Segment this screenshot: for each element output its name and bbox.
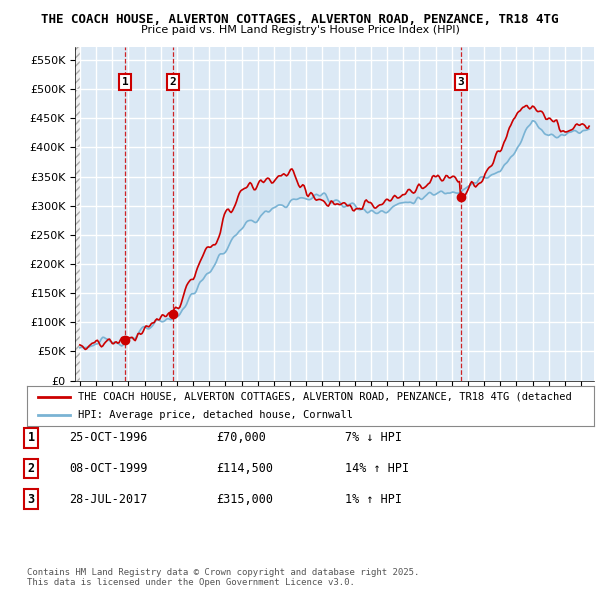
Text: £70,000: £70,000 bbox=[216, 431, 266, 444]
Text: 25-OCT-1996: 25-OCT-1996 bbox=[69, 431, 148, 444]
Text: 1% ↑ HPI: 1% ↑ HPI bbox=[345, 493, 402, 506]
Text: £114,500: £114,500 bbox=[216, 462, 273, 475]
Text: 7% ↓ HPI: 7% ↓ HPI bbox=[345, 431, 402, 444]
Text: THE COACH HOUSE, ALVERTON COTTAGES, ALVERTON ROAD, PENZANCE, TR18 4TG (detached: THE COACH HOUSE, ALVERTON COTTAGES, ALVE… bbox=[78, 392, 572, 402]
Text: 08-OCT-1999: 08-OCT-1999 bbox=[69, 462, 148, 475]
Text: £315,000: £315,000 bbox=[216, 493, 273, 506]
Text: 3: 3 bbox=[28, 493, 35, 506]
Text: 28-JUL-2017: 28-JUL-2017 bbox=[69, 493, 148, 506]
Text: 2: 2 bbox=[170, 77, 176, 87]
Text: 3: 3 bbox=[457, 77, 464, 87]
Text: 14% ↑ HPI: 14% ↑ HPI bbox=[345, 462, 409, 475]
Text: THE COACH HOUSE, ALVERTON COTTAGES, ALVERTON ROAD, PENZANCE, TR18 4TG: THE COACH HOUSE, ALVERTON COTTAGES, ALVE… bbox=[41, 13, 559, 26]
Text: Contains HM Land Registry data © Crown copyright and database right 2025.
This d: Contains HM Land Registry data © Crown c… bbox=[27, 568, 419, 587]
Text: 1: 1 bbox=[122, 77, 128, 87]
Bar bbox=[75, 47, 82, 381]
Text: 1: 1 bbox=[28, 431, 35, 444]
Text: HPI: Average price, detached house, Cornwall: HPI: Average price, detached house, Corn… bbox=[78, 410, 353, 420]
Text: 2: 2 bbox=[28, 462, 35, 475]
Text: Price paid vs. HM Land Registry's House Price Index (HPI): Price paid vs. HM Land Registry's House … bbox=[140, 25, 460, 35]
